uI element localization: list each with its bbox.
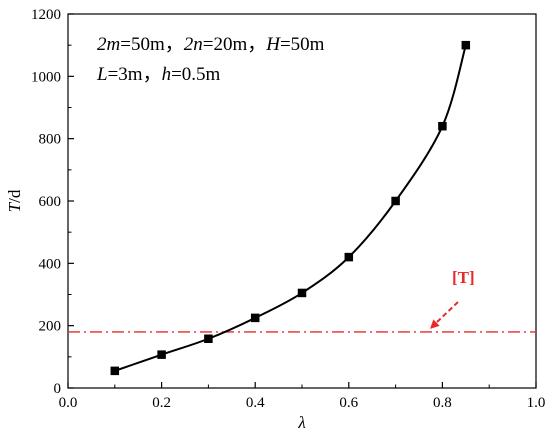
y-axis-title-variable: T bbox=[5, 201, 24, 212]
annotation-layer: 2m=50m，2n=20m，H=50m L=3m，h=0.5m bbox=[96, 34, 325, 85]
x-tick-label: 0.2 bbox=[152, 395, 171, 411]
data-point bbox=[461, 40, 471, 50]
points-layer bbox=[110, 40, 471, 376]
parameter-text-part: 2n bbox=[184, 34, 203, 55]
data-point bbox=[204, 334, 213, 344]
data-point bbox=[391, 196, 400, 206]
curve-layer bbox=[114, 44, 467, 372]
parameter-text-part: =0.5m bbox=[171, 64, 220, 85]
y-tick-label: 1000 bbox=[31, 69, 61, 85]
data-point bbox=[438, 121, 447, 131]
x-tick-label: 0.8 bbox=[433, 395, 452, 411]
data-point bbox=[344, 252, 354, 262]
parameter-text-part: =20m， bbox=[203, 34, 267, 55]
data-point bbox=[297, 288, 307, 298]
y-tick-label: 800 bbox=[39, 132, 62, 148]
parameter-text-line-1: 2m=50m，2n=20m，H=50m bbox=[97, 34, 325, 55]
parameter-text-part: 2m bbox=[97, 34, 120, 55]
reference-layer: [T] bbox=[68, 268, 536, 333]
series-line bbox=[114, 44, 467, 372]
reference-label: [T] bbox=[452, 268, 475, 287]
parameter-text-part: L bbox=[96, 64, 108, 85]
parameter-text-line-2: L=3m，h=0.5m bbox=[96, 64, 221, 85]
y-axis-title: T/d bbox=[5, 189, 24, 212]
y-tick-label: 200 bbox=[39, 319, 62, 335]
x-tick-label: 1.0 bbox=[527, 395, 546, 411]
y-axis-title-unit: /d bbox=[5, 189, 24, 203]
parameter-text-part: H bbox=[265, 34, 281, 55]
y-tick-label: 600 bbox=[39, 194, 62, 210]
ticks-layer: 0.0 0.2 0.4 0.6 0.8 1.0 0 200 400 600 800 1000 1200 bbox=[31, 7, 545, 411]
x-axis-title: λ bbox=[297, 413, 305, 432]
parameter-text-part: =50m bbox=[280, 34, 325, 55]
x-tick-label: 0.6 bbox=[339, 395, 358, 411]
y-tick-label: 0 bbox=[54, 381, 62, 397]
x-tick-label: 0.0 bbox=[59, 395, 78, 411]
parameter-text-part: =50m， bbox=[120, 34, 184, 55]
data-point bbox=[110, 366, 120, 376]
data-point bbox=[157, 350, 166, 359]
y-tick-label: 1200 bbox=[31, 7, 61, 23]
y-tick-label: 400 bbox=[39, 256, 62, 272]
x-tick-label: 0.4 bbox=[246, 395, 265, 411]
data-point bbox=[250, 313, 260, 323]
axis-titles: λ T/d bbox=[5, 189, 306, 432]
reference-arrow-shaft bbox=[433, 301, 459, 326]
parameter-text-part: h bbox=[162, 64, 172, 85]
parameter-text-part: =3m， bbox=[108, 64, 162, 85]
reference-arrow-head bbox=[430, 319, 440, 329]
